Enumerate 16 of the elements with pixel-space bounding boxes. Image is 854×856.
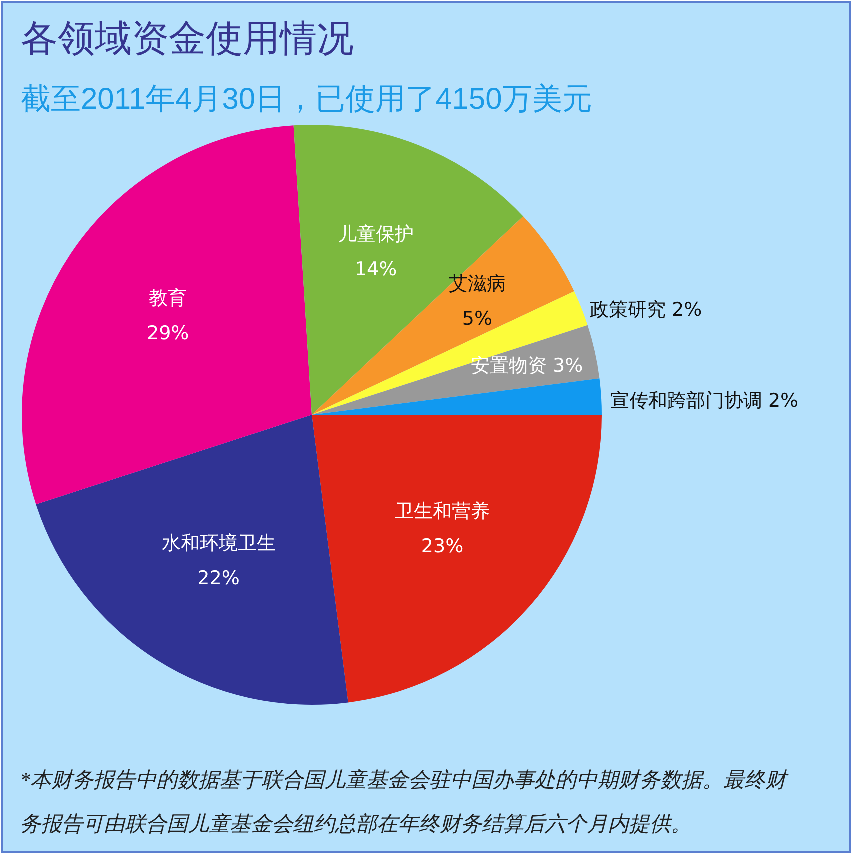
slice-label: 艾滋病 xyxy=(449,272,506,295)
slice-label: 儿童保护 xyxy=(338,224,414,246)
chart-title: 各领域资金使用情况 xyxy=(21,19,354,60)
data-label: 5% xyxy=(462,308,493,330)
slice-label: 政策研究 2% xyxy=(590,298,702,321)
slice-label: 安置物资 3% xyxy=(471,354,584,377)
slice-label: 水和环境卫生 xyxy=(162,532,276,554)
slice-label: 宣传和跨部门协调 2% xyxy=(610,390,799,412)
text: *本财务报告中的数据基于联合国儿童基金会驻中国办事处的中期财务数据。最终财务报告可由联合国儿童基金会纽约总部在年终财务结算后六个月内提供。 xyxy=(20,767,790,838)
slice-label: 卫生和营养 xyxy=(395,500,490,523)
slice-label: 教育 xyxy=(149,288,188,310)
data-label: 14% xyxy=(354,258,398,281)
data-label: 22% xyxy=(198,567,240,590)
chart-subtitle: 截至2011年4月30日，已使用了4150万美元 xyxy=(21,83,592,116)
data-label: 29% xyxy=(146,322,190,345)
data-label: 23% xyxy=(421,536,464,558)
